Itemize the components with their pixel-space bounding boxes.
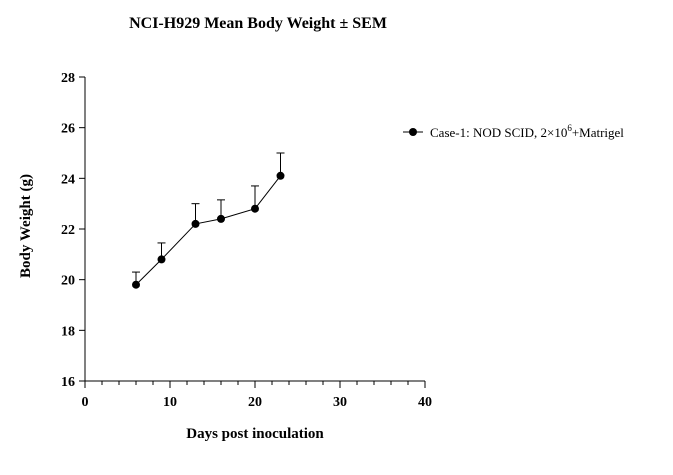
data-point xyxy=(251,204,259,213)
data-point xyxy=(191,219,200,228)
plot-area xyxy=(132,152,285,289)
x-tick-label: 20 xyxy=(248,395,262,410)
y-axis-label: Body Weight (g) xyxy=(18,174,34,278)
data-point xyxy=(217,214,225,223)
y-tick-label: 16 xyxy=(61,375,75,390)
x-axis-label: Days post inoculation xyxy=(186,426,324,442)
data-point xyxy=(157,255,166,264)
x-tick-label: 40 xyxy=(418,395,432,410)
y-tick-label: 28 xyxy=(61,71,75,86)
data-point xyxy=(276,171,285,180)
legend-label-prefix: Case-1: NOD SCID, 2×10 xyxy=(430,125,567,140)
y-tick-label: 26 xyxy=(61,122,75,137)
legend: Case-1: NOD SCID, 2×106+Matrigel xyxy=(403,123,624,140)
y-tick-label: 18 xyxy=(61,324,75,339)
legend-label: Case-1: NOD SCID, 2×106+Matrigel xyxy=(430,123,624,140)
legend-label-suffix: +Matrigel xyxy=(572,125,624,140)
series-line xyxy=(135,175,281,286)
legend-marker xyxy=(409,128,417,136)
data-point xyxy=(132,280,140,289)
x-tick-label: 0 xyxy=(82,395,89,410)
legend-label-superscript: 6 xyxy=(567,123,572,133)
y-tick-label: 24 xyxy=(61,172,75,187)
x-tick-label: 30 xyxy=(333,395,347,410)
axes xyxy=(84,77,425,382)
y-tick-label: 22 xyxy=(61,223,75,238)
x-tick-label: 10 xyxy=(163,395,177,410)
y-tick-label: 20 xyxy=(61,274,75,289)
chart-title: NCI-H929 Mean Body Weight ± SEM xyxy=(129,15,387,32)
ticks: 16 18 20 22 24 26 28 0 10 20 30 40 xyxy=(61,71,432,410)
